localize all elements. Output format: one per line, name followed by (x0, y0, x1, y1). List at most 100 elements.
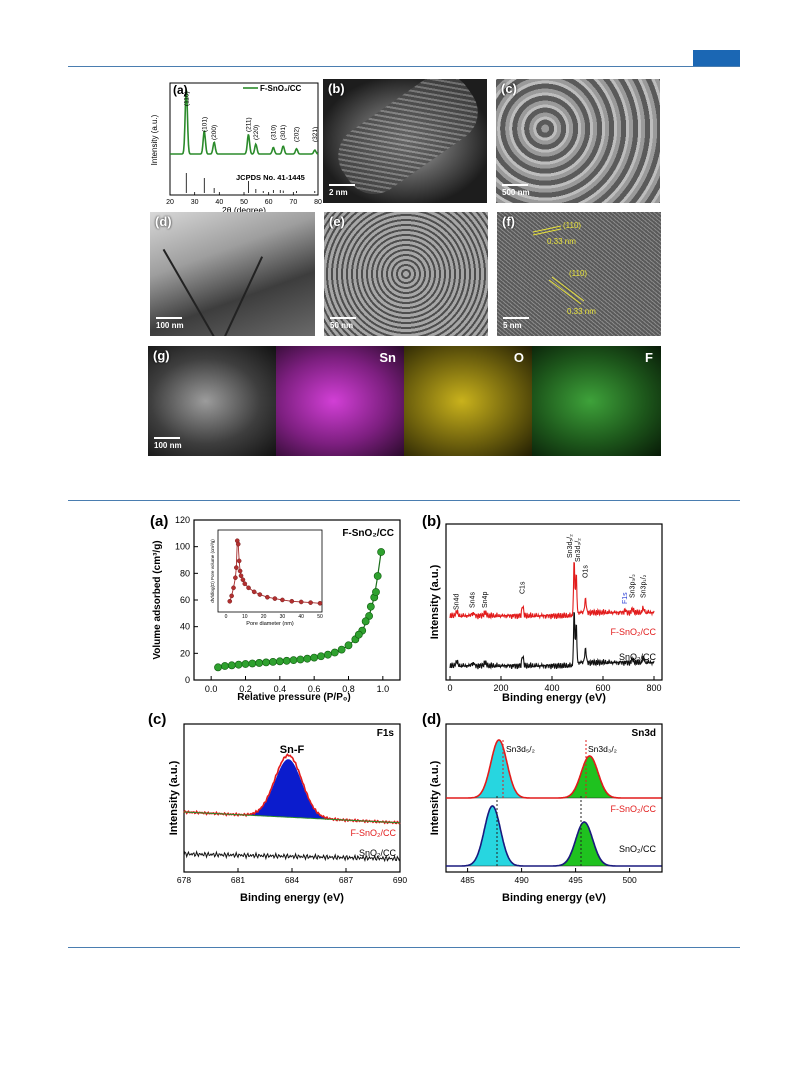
pore-y-axis-label: dV/dlog(D) Pore volume (cm³/g) (210, 539, 215, 603)
f1s-x-ticks: 678 681 684 687 690 (177, 868, 407, 885)
xps-survey-y-axis-label: Intensity (a.u.) (429, 564, 441, 639)
pore-data-point (280, 597, 285, 603)
xrd-tick-label: 40 (215, 199, 223, 206)
f1s-sno2-line (183, 849, 401, 863)
bet-y-tick-label: 100 (175, 542, 190, 552)
pore-x-tick-label: 50 (317, 614, 323, 620)
bet-data-point (337, 645, 346, 654)
bet-x-tick-label: 0.4 (274, 684, 287, 694)
sn3d-series-2: SnO₂/CC (619, 844, 657, 854)
tem-image-e: (e) 50 nm (324, 212, 488, 336)
xps-survey-x-axis-label: Binding energy (eV) (502, 692, 606, 704)
sn-f-peak-fill (245, 759, 332, 820)
sn3d-component-fill (464, 805, 521, 867)
pore-x-axis-label: Pore diameter (nm) (246, 621, 294, 627)
xrd-tick-label: 30 (191, 199, 199, 206)
f1s-baseline (184, 811, 400, 824)
bet-data-point (255, 659, 264, 667)
bet-data-point (248, 659, 257, 668)
xps-survey-peak-label: Sn4d (454, 594, 461, 610)
xps-survey-tick-label: 800 (646, 683, 661, 693)
bet-x-axis-label: Relative pressure (P/P₀) (237, 692, 350, 703)
xps-survey-peak-label: Sn4p (482, 592, 489, 608)
bet-x-tick-label: 0.0 (205, 684, 218, 694)
panel-label-g: (g) (153, 348, 170, 363)
xps-survey-f-sno2-line (449, 562, 655, 620)
header-accent-block (693, 50, 740, 66)
f1s-tick-label: 681 (231, 875, 245, 885)
xps-survey-peak-label: O1s (582, 565, 589, 578)
bet-data-point (310, 653, 319, 662)
bet-data-point (377, 548, 386, 556)
xrd-peak-label: (301) (280, 125, 287, 140)
xrd-x-axis-label: 2θ (degree) (222, 205, 266, 215)
lattice-plane-2: (110) (569, 269, 587, 278)
footer-rule (68, 947, 740, 948)
bet-data-point (262, 658, 270, 667)
bet-x-tick-label: 0.8 (342, 684, 355, 694)
f1s-tick-label: 678 (177, 875, 191, 885)
pore-data-point (235, 541, 241, 547)
pore-data-point (308, 600, 313, 605)
panel-label-d2: (d) (422, 711, 441, 728)
pore-data-point (238, 573, 244, 579)
sem-image-c: (c) 500 nm (496, 79, 660, 203)
xps-f1s-chart: (c) F1s Sn-F F-SnO₂/CC SnO₂/CC 678 681 684… (148, 711, 407, 904)
sn3d-tick-label: 485 (461, 875, 475, 885)
pore-x-tick-label: 10 (242, 614, 248, 620)
lattice-spacing-1: 0.33 nm (547, 237, 576, 246)
bet-data-point (373, 572, 382, 580)
panel-label-a2: (a) (150, 513, 168, 530)
panel-label-c: (c) (501, 81, 517, 96)
scale-bar-e: 50 nm (330, 317, 356, 330)
xrd-peak-label: (220) (253, 125, 260, 140)
sn3d-tick-label: 500 (623, 875, 637, 885)
panel-label-c2: (c) (148, 711, 166, 728)
xps-sn3d-title: Sn3d (632, 728, 656, 739)
bet-data-point (372, 588, 380, 596)
bet-data-point (289, 656, 298, 665)
sn3d-component-fill (561, 755, 618, 799)
pore-data-point (272, 596, 278, 601)
xrd-legend: F-SnO₂/CC (260, 84, 302, 93)
bet-data-point (361, 617, 370, 626)
xrd-x-ticks: 20 30 40 50 60 70 80 (166, 192, 322, 206)
sn3d-sno2-envelope (446, 805, 662, 867)
bet-y-tick-label: 80 (180, 568, 190, 578)
bet-y-tick-label: 40 (180, 622, 190, 632)
bet-data-point (269, 657, 277, 666)
pore-data-point (233, 575, 238, 581)
xrd-peak-label: (110) (183, 91, 190, 106)
figure-separator-rule (68, 500, 740, 501)
scale-bar-d: 100 nm (156, 317, 184, 330)
pore-x-tick-label: 20 (261, 614, 267, 620)
sn3d-tick-label: 490 (515, 875, 529, 885)
haadf-image-g: (g) 100 nm (148, 346, 276, 456)
eds-map-sn: Sn (276, 346, 404, 456)
f1s-series-2: SnO₂/CC (359, 848, 397, 858)
pore-data-points (227, 538, 323, 606)
xps-f1s-title: F1s (377, 728, 395, 739)
xps-survey-tick-label: 600 (595, 683, 610, 693)
bet-legend: F-SnO₂/CC (342, 528, 394, 539)
eds-label-o: O (513, 350, 524, 365)
pore-data-point (265, 594, 270, 600)
xrd-peak-labels: (110) (101)(200) (211)(220) (310) (301) (202)… (183, 91, 319, 142)
sn3d-series-1: F-SnO₂/CC (611, 804, 657, 814)
xps-survey-series-2: SnO₂/CC (619, 652, 657, 662)
pore-data-point (246, 585, 251, 591)
xps-survey-peak-label: Sn3p₁/₂ (640, 574, 647, 598)
xps-survey-tick-label: 400 (544, 683, 559, 693)
pore-data-point (236, 558, 242, 564)
bet-data-point (330, 648, 339, 657)
tem-image-d: (d) 100 nm (150, 212, 315, 336)
xps-survey-tick-label: 0 (447, 683, 452, 693)
pore-data-point (289, 598, 295, 604)
sn3d-y-axis-label: Intensity (a.u.) (429, 760, 441, 835)
pore-size-inset (217, 529, 323, 613)
xrd-chart: F-SnO₂/CC (a) JCPDS No. 41-1445 (110) (10… (150, 82, 322, 215)
bet-data-point (296, 655, 305, 664)
bet-y-tick-label: 120 (175, 515, 190, 525)
xrd-tick-label: 50 (240, 199, 248, 206)
